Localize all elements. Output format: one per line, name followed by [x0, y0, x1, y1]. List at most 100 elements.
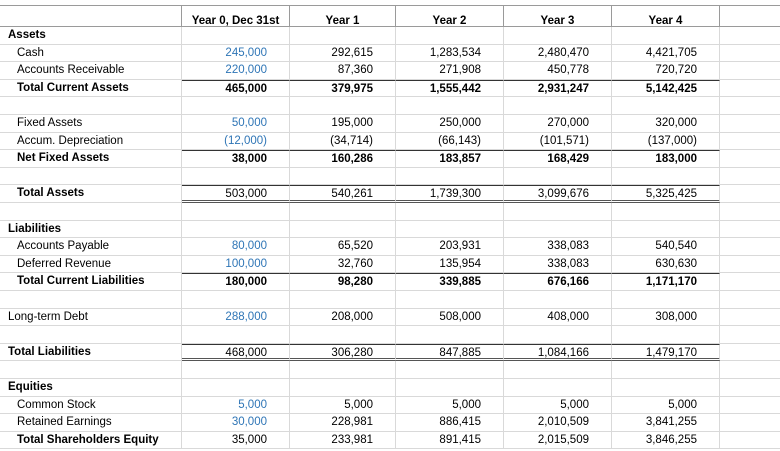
empty-cell — [182, 220, 290, 239]
value-cell: 339,885 — [396, 273, 504, 291]
empty-cell — [720, 221, 780, 239]
value-cell: 183,000 — [612, 150, 720, 168]
empty-cell — [290, 27, 396, 45]
value-cell: 847,885 — [396, 343, 504, 362]
empty-cell — [396, 379, 504, 397]
empty-cell — [720, 397, 780, 415]
value-cell: 5,325,425 — [612, 185, 720, 203]
row-label: Cash — [0, 44, 182, 63]
empty-cell — [720, 291, 780, 309]
empty-cell — [720, 256, 780, 274]
empty-cell — [396, 361, 504, 379]
empty-cell — [290, 167, 396, 186]
value-cell: 676,166 — [504, 273, 612, 291]
empty-cell — [0, 326, 182, 344]
value-cell: (66,143) — [396, 132, 504, 151]
value-cell: 5,000 — [290, 396, 396, 415]
value-cell: 180,000 — [182, 273, 290, 291]
empty-cell — [720, 80, 780, 98]
value-cell: 5,000 — [182, 396, 290, 415]
value-cell: 271,908 — [396, 62, 504, 80]
row-label: Equities — [0, 379, 182, 397]
value-cell: 630,630 — [612, 255, 720, 274]
empty-cell — [720, 27, 780, 45]
empty-cell — [612, 97, 720, 115]
row-label: Net Fixed Assets — [0, 150, 182, 168]
value-cell: 1,084,166 — [504, 343, 612, 362]
empty-cell — [0, 361, 182, 379]
column-header: Year 3 — [504, 5, 612, 27]
header-cell — [720, 5, 780, 27]
empty-cell — [182, 291, 290, 309]
empty-cell — [612, 379, 720, 397]
empty-cell — [720, 150, 780, 168]
value-cell: 2,931,247 — [504, 79, 612, 98]
empty-cell — [720, 432, 780, 450]
value-cell: 306,280 — [290, 343, 396, 362]
value-cell: 160,286 — [290, 150, 396, 168]
value-cell: 250,000 — [396, 115, 504, 133]
value-cell: 183,857 — [396, 150, 504, 168]
value-cell: 379,975 — [290, 79, 396, 98]
value-cell: (34,714) — [290, 132, 396, 151]
empty-cell — [182, 361, 290, 379]
value-cell: 233,981 — [290, 431, 396, 450]
empty-cell — [612, 361, 720, 379]
value-cell: 1,739,300 — [396, 185, 504, 203]
row-label: Retained Earnings — [0, 414, 182, 432]
empty-cell — [396, 167, 504, 186]
row-label: Total Shareholders Equity — [0, 431, 182, 450]
value-cell: 2,015,509 — [504, 431, 612, 450]
empty-cell — [504, 27, 612, 45]
row-label: Total Liabilities — [0, 343, 182, 362]
header-cell — [0, 5, 182, 27]
value-cell: 35,000 — [182, 431, 290, 450]
value-cell: 3,846,255 — [612, 431, 720, 450]
empty-cell — [290, 291, 396, 309]
empty-cell — [720, 326, 780, 344]
row-label: Liabilities — [0, 220, 182, 239]
empty-cell — [290, 361, 396, 379]
value-cell: 338,083 — [504, 255, 612, 274]
empty-cell — [504, 379, 612, 397]
row-label: Total Assets — [0, 185, 182, 203]
empty-cell — [612, 167, 720, 186]
empty-cell — [504, 97, 612, 115]
value-cell: (12,000) — [182, 132, 290, 151]
value-cell: 468,000 — [182, 343, 290, 362]
empty-cell — [290, 379, 396, 397]
value-cell: 65,520 — [290, 238, 396, 256]
empty-cell — [182, 203, 290, 221]
value-cell: 135,954 — [396, 255, 504, 274]
value-cell: 1,283,534 — [396, 44, 504, 63]
empty-cell — [720, 133, 780, 151]
value-cell: 5,000 — [396, 396, 504, 415]
value-cell: 450,778 — [504, 62, 612, 80]
empty-cell — [504, 220, 612, 239]
value-cell: 50,000 — [182, 115, 290, 133]
empty-cell — [720, 361, 780, 379]
value-cell: (101,571) — [504, 132, 612, 151]
empty-cell — [612, 27, 720, 45]
column-header: Year 4 — [612, 5, 720, 27]
value-cell: 540,540 — [612, 238, 720, 256]
empty-cell — [612, 203, 720, 221]
value-cell: 98,280 — [290, 273, 396, 291]
column-header: Year 2 — [396, 5, 504, 27]
value-cell: 1,479,170 — [612, 343, 720, 362]
value-cell: (137,000) — [612, 132, 720, 151]
value-cell: 1,555,442 — [396, 79, 504, 98]
empty-cell — [182, 167, 290, 186]
empty-cell — [182, 27, 290, 45]
value-cell: 720,720 — [612, 62, 720, 80]
value-cell: 886,415 — [396, 414, 504, 432]
value-cell: 3,099,676 — [504, 185, 612, 203]
empty-cell — [290, 326, 396, 344]
value-cell: 3,841,255 — [612, 414, 720, 432]
empty-cell — [396, 291, 504, 309]
row-label: Total Current Liabilities — [0, 273, 182, 291]
empty-cell — [396, 326, 504, 344]
value-cell: 87,360 — [290, 62, 396, 80]
